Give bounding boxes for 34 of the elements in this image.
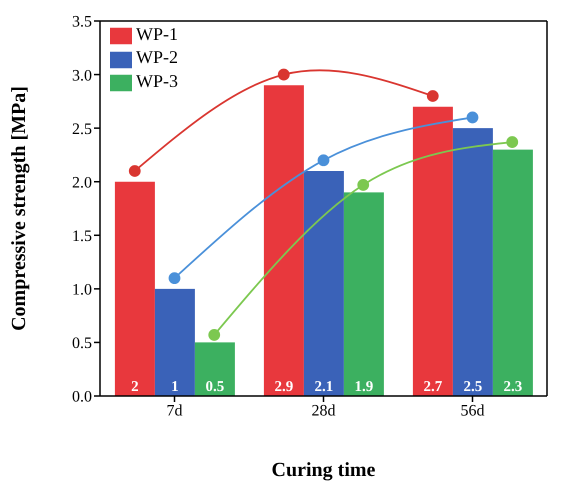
bar <box>344 192 384 396</box>
data-label: 2.9 <box>274 379 294 395</box>
y-tick-label: 0.5 <box>72 335 92 352</box>
y-tick-label: 3.0 <box>72 67 92 84</box>
y-axis-title: Compressive strength [MPa] <box>8 86 30 331</box>
bar <box>412 106 453 396</box>
y-tick-label: 1.5 <box>72 228 92 245</box>
data-label: 2.1 <box>314 379 334 395</box>
legend-label: WP-2 <box>136 47 178 68</box>
data-label: 2.3 <box>504 379 522 395</box>
y-tick-label: 0.0 <box>72 388 92 406</box>
data-label: 2.5 <box>464 379 482 395</box>
data-label: 2 <box>131 379 139 395</box>
y-tick-label: 3.5 <box>72 14 92 31</box>
x-axis-title: Curing time <box>272 459 376 481</box>
legend-label: WP-1 <box>136 24 178 44</box>
data-label: 1.9 <box>354 379 374 395</box>
data-label: 1 <box>171 379 179 395</box>
x-tick-label: 7d <box>166 402 182 420</box>
bar <box>304 171 344 396</box>
bar <box>114 182 155 396</box>
bar <box>492 150 533 396</box>
bar <box>194 342 235 396</box>
bar <box>154 288 195 396</box>
data-label: 2.7 <box>424 379 443 395</box>
legend-label: WP-3 <box>136 70 178 91</box>
x-tick-label: 28d <box>312 402 336 420</box>
bar <box>452 128 493 396</box>
data-label: 0.5 <box>206 379 224 395</box>
y-tick-label: 2.5 <box>72 120 92 138</box>
bar <box>264 85 304 396</box>
y-tick-label: 1.0 <box>72 282 92 299</box>
x-tick-label: 56d <box>460 402 484 420</box>
y-tick-label: 2.0 <box>72 174 92 192</box>
